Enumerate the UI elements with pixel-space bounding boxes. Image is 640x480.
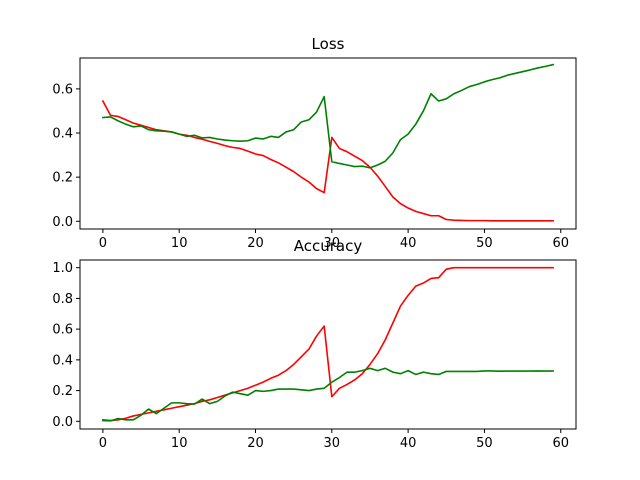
loss-x-tick-label: 0 xyxy=(99,236,107,251)
loss-chart: Loss 0 10 20 30 40 50 60 0.0 0.2 0.4 0.6 xyxy=(52,35,577,251)
loss-x-tick-label: 20 xyxy=(247,236,264,251)
accuracy-chart: 0 10 20 30 40 50 60 0.0 0.2 0.4 0.6 0.8 1.0 Accuracy xyxy=(52,237,577,451)
accuracy-y-tick-label: 0.8 xyxy=(52,292,73,307)
loss-y-tick-label: 0.4 xyxy=(52,127,73,142)
accuracy-y-tick-label: 0.0 xyxy=(52,415,73,430)
accuracy-x-tick-label: 20 xyxy=(247,436,264,451)
accuracy-x-tick-label: 0 xyxy=(99,436,107,451)
accuracy-chart-marks xyxy=(102,266,554,422)
loss-y-tick-label: 0.2 xyxy=(52,171,73,186)
accuracy-series-green-line xyxy=(102,367,554,422)
loss-y-tick-label: 0.0 xyxy=(52,215,73,230)
accuracy-chart-title: Accuracy xyxy=(294,237,363,255)
accuracy-x-tick-label: 60 xyxy=(552,436,569,451)
accuracy-y-tick-label: 0.4 xyxy=(52,353,73,368)
loss-chart-marks xyxy=(101,63,555,222)
loss-x-tick-label: 30 xyxy=(324,236,341,251)
accuracy-chart-ticks: 0 10 20 30 40 50 60 0.0 0.2 0.4 0.6 0.8 1.0 xyxy=(52,261,569,451)
accuracy-y-tick-label: 0.2 xyxy=(52,384,73,399)
accuracy-chart-frame xyxy=(79,259,577,430)
accuracy-series-red-line xyxy=(102,266,554,422)
accuracy-x-tick-label: 30 xyxy=(324,436,341,451)
loss-x-tick-label: 50 xyxy=(476,236,493,251)
accuracy-x-tick-label: 40 xyxy=(400,436,417,451)
loss-x-tick-label: 10 xyxy=(171,236,188,251)
accuracy-x-tick-label: 50 xyxy=(476,436,493,451)
loss-chart-frame xyxy=(79,57,577,230)
accuracy-y-tick-label: 1.0 xyxy=(52,261,73,276)
loss-series-green-line xyxy=(102,63,555,169)
loss-x-tick-label: 40 xyxy=(400,236,417,251)
loss-chart-title: Loss xyxy=(312,35,345,53)
accuracy-y-tick-label: 0.6 xyxy=(52,323,73,338)
loss-y-tick-label: 0.6 xyxy=(52,82,73,97)
accuracy-x-tick-label: 10 xyxy=(171,436,188,451)
loss-chart-ticks: 0 10 20 30 40 50 60 0.0 0.2 0.4 0.6 xyxy=(52,82,569,251)
loss-x-tick-label: 60 xyxy=(552,236,569,251)
